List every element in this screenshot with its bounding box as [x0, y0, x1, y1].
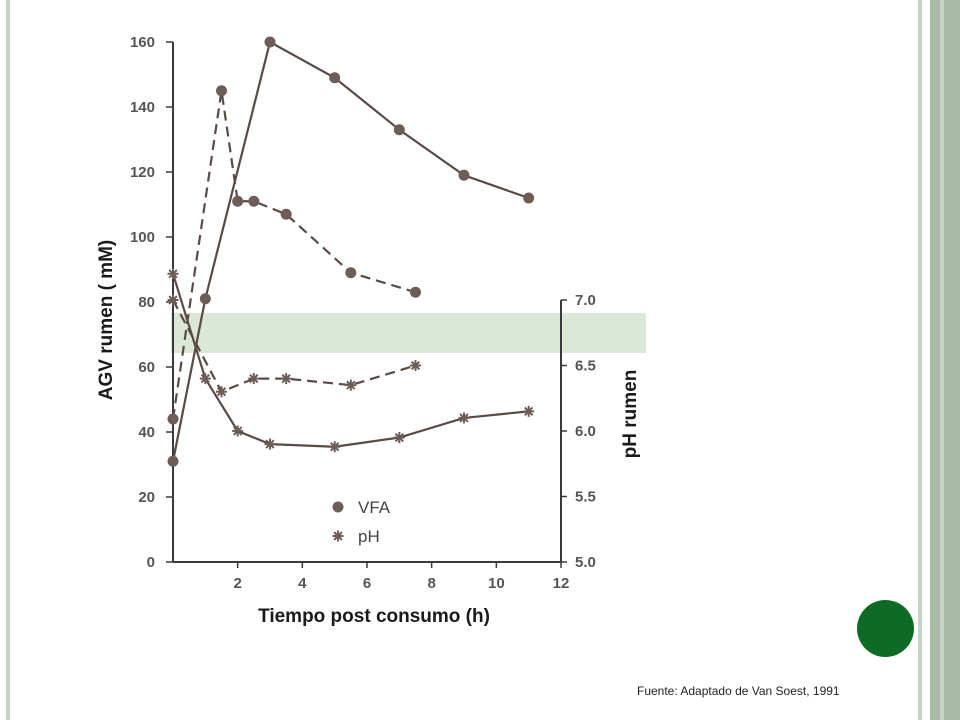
x-tick-label: 8: [427, 575, 435, 592]
x-axis-title: Tiempo post consumo (h): [258, 606, 490, 627]
x-tick-label: 10: [488, 575, 505, 592]
y-axis-title: AGV rumen ( mM): [96, 240, 117, 400]
data-point-ph: [167, 294, 179, 306]
series-line: [171, 273, 529, 448]
y-tick-label: 60: [138, 359, 155, 376]
data-point-vfa: [167, 413, 179, 425]
series-line: [171, 40, 530, 462]
data-point-vfa: [345, 267, 357, 279]
y-tick-label: 140: [130, 99, 155, 116]
source-note: Fuente: Adaptado de Van Soest, 1991: [637, 684, 840, 698]
data-point-ph: [199, 373, 211, 385]
legend-label-ph: pH: [358, 527, 380, 546]
y-tick-label: 80: [138, 294, 155, 311]
y-tick-label: 40: [138, 424, 155, 441]
data-point-ph: [345, 379, 357, 391]
x-tick-label: 4: [298, 575, 307, 592]
data-point-vfa: [216, 85, 227, 97]
data-point-ph: [264, 438, 276, 450]
data-point-ph: [329, 441, 341, 453]
y2-tick-label: 6.5: [575, 358, 596, 375]
series-vfa-solid: [167, 36, 535, 467]
data-point-ph: [280, 373, 292, 385]
data-point-ph: [458, 412, 470, 424]
x-tick-label: 12: [553, 575, 570, 592]
data-point-vfa: [248, 195, 260, 207]
data-point-ph: [410, 360, 421, 371]
data-point-vfa: [264, 36, 276, 48]
data-point-ph: [232, 425, 244, 437]
y2-tick-label: 7.0: [575, 292, 596, 309]
y2-tick-label: 5.0: [575, 554, 596, 571]
highlight-band: [171, 313, 646, 353]
x-tick-label: 2: [233, 575, 241, 592]
data-point-vfa: [458, 169, 470, 181]
y-tick-label: 0: [147, 554, 155, 571]
data-point-ph: [523, 405, 535, 417]
frame-stripe-1: [918, 0, 922, 720]
data-point-ph: [167, 268, 179, 280]
y2-axis-title: pH rumen: [620, 370, 641, 459]
data-point-vfa: [410, 286, 421, 298]
series-ph-solid: [167, 268, 535, 453]
data-point-ph: [393, 432, 405, 444]
legend-marker-vfa: [332, 501, 344, 513]
green-circle-decoration: [857, 600, 914, 657]
data-point-vfa: [523, 192, 535, 204]
series-ph-dashed: [167, 294, 421, 398]
data-point-vfa: [393, 124, 405, 136]
legend-marker-ph: [332, 530, 344, 542]
data-point-vfa: [167, 455, 179, 467]
slide-frame-left: [6, 0, 10, 720]
x-tick-label: 6: [363, 575, 371, 592]
data-point-vfa: [199, 293, 211, 305]
frame-stripe-2: [930, 0, 960, 720]
data-point-ph: [248, 373, 260, 385]
series-line: [172, 299, 416, 394]
data-point-ph: [216, 386, 227, 398]
legend-label-vfa: VFA: [358, 498, 391, 517]
y-tick-label: 20: [138, 489, 155, 506]
frame-stripe-3: [940, 0, 944, 720]
series-line: [171, 90, 416, 420]
series-vfa-dashed: [167, 85, 421, 425]
y-tick-label: 100: [130, 229, 155, 246]
data-point-vfa: [280, 208, 292, 220]
y2-tick-label: 5.5: [575, 489, 596, 506]
data-point-vfa: [232, 195, 244, 207]
slide-frame-right: [918, 0, 960, 720]
data-point-vfa: [329, 72, 341, 84]
y-tick-label: 160: [130, 34, 155, 51]
y-tick-label: 120: [130, 164, 155, 181]
y2-tick-label: 6.0: [575, 423, 596, 440]
